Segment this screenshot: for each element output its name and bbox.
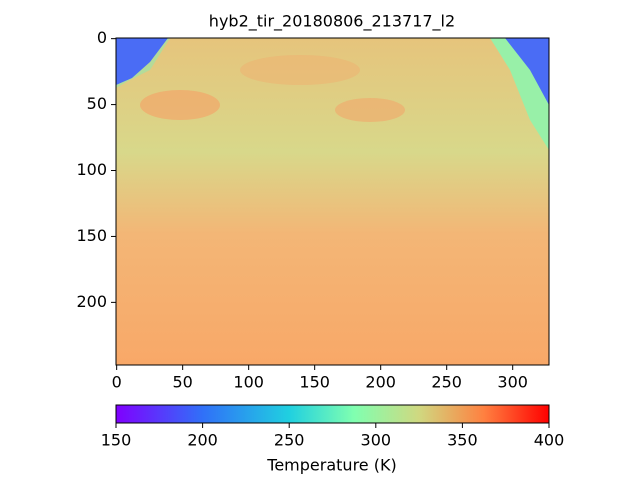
y-tick-label: 150 [76, 226, 107, 245]
chart-title: hyb2_tir_20180806_213717_l2 [209, 12, 455, 32]
colorbar-tick-label: 250 [274, 431, 305, 450]
colorbar-tick-label: 400 [534, 431, 565, 450]
axes-frame [115, 37, 550, 366]
colorbar-tick-label: 300 [361, 431, 392, 450]
colorbar-label: Temperature (K) [266, 456, 396, 475]
colorbar [115, 404, 550, 424]
y-tick-label: 200 [76, 292, 107, 311]
y-tick-label: 0 [97, 28, 107, 47]
colorbar-tick-label: 150 [101, 431, 132, 450]
x-tick-label: 0 [112, 373, 122, 392]
x-tick-label: 250 [431, 373, 462, 392]
x-tick-label: 50 [172, 373, 192, 392]
colorbar-tick-label: 350 [447, 431, 478, 450]
x-tick-label: 100 [233, 373, 264, 392]
x-tick-label: 200 [365, 373, 396, 392]
x-tick-label: 150 [299, 373, 330, 392]
y-tick-label: 50 [87, 94, 107, 113]
y-tick-label: 100 [76, 160, 107, 179]
colorbar-tick-label: 200 [187, 431, 218, 450]
thermal-image [116, 38, 549, 365]
x-tick-label: 300 [497, 373, 528, 392]
